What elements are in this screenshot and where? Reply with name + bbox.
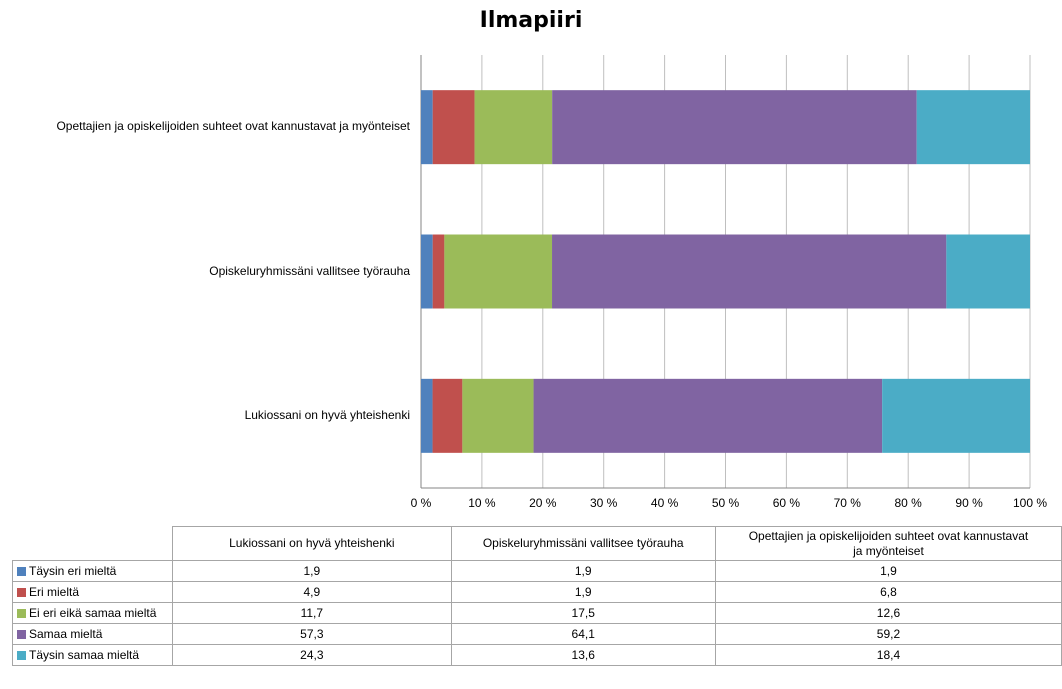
data-label: 12,6 — [714, 602, 1062, 624]
bar-segment — [552, 234, 947, 309]
x-tick-label: 100 % — [1012, 496, 1048, 510]
x-tick-label: 10 % — [468, 496, 496, 510]
data-table: Lukiossani on hyvä yhteishenki Opiskelur… — [11, 526, 1062, 666]
data-table-header: Opiskeluryhmissäni vallitsee työrauha — [450, 526, 716, 561]
bar-segment — [474, 90, 553, 165]
legend-entry: Samaa mieltä — [11, 623, 174, 645]
bar-segment — [421, 234, 433, 309]
legend-swatch-icon — [17, 651, 26, 660]
x-tick-label: 70 % — [833, 496, 861, 510]
x-tick-label: 60 % — [772, 496, 801, 510]
series-name: Samaa mieltä — [29, 627, 103, 641]
data-table-row: Eri mieltä 4,9 1,9 6,8 — [11, 581, 1062, 603]
x-tick-label: 90 % — [955, 496, 983, 510]
bar-segment — [552, 90, 917, 165]
category-label: Opiskeluryhmissäni vallitsee työrauha — [209, 263, 410, 278]
data-label: 24,3 — [172, 644, 452, 666]
bar-segment — [421, 378, 433, 453]
category-label: Opettajien ja opiskelijoiden suhteet ova… — [56, 119, 410, 134]
bar-segment — [533, 378, 883, 453]
legend-swatch-icon — [17, 630, 26, 639]
bar-segment — [432, 90, 475, 165]
x-tick-label: 0 % — [410, 496, 432, 510]
data-label: 59,2 — [714, 623, 1062, 645]
data-table-row: Ei eri eikä samaa mieltä 11,7 17,5 12,6 — [11, 602, 1062, 624]
data-label: 4,9 — [172, 581, 452, 603]
data-label: 6,8 — [714, 581, 1062, 603]
plot-area — [420, 55, 1031, 489]
data-label: 1,9 — [172, 560, 452, 582]
data-label: 11,7 — [172, 602, 452, 624]
series-name: Eri mieltä — [29, 585, 80, 599]
data-label: 18,4 — [714, 644, 1062, 666]
data-table-corner — [12, 526, 174, 561]
data-label: 1,9 — [714, 560, 1062, 582]
bar-segment — [916, 90, 1030, 165]
data-table-header: Lukiossani on hyvä yhteishenki — [172, 526, 452, 561]
data-label: 64,1 — [450, 623, 716, 645]
data-label: 17,5 — [450, 602, 716, 624]
legend-swatch-icon — [17, 588, 26, 597]
data-label: 13,6 — [450, 644, 716, 666]
bar-segment — [882, 378, 1030, 453]
series-name: Täysin eri mieltä — [29, 564, 117, 578]
data-label: 1,9 — [450, 581, 716, 603]
x-tick-label: 30 % — [590, 496, 618, 510]
x-tick-label: 20 % — [529, 496, 557, 510]
category-label: Lukiossani on hyvä yhteishenki — [244, 407, 410, 422]
legend-swatch-icon — [17, 609, 26, 618]
data-label: 1,9 — [450, 560, 716, 582]
data-table-row: Täysin samaa mieltä 24,3 13,6 18,4 — [11, 644, 1062, 666]
bar-segment — [432, 378, 463, 453]
legend-entry: Täysin samaa mieltä — [11, 644, 174, 666]
series-name: Ei eri eikä samaa mieltä — [29, 606, 157, 620]
chart-title: Ilmapiiri — [479, 8, 583, 33]
bar-segment — [946, 234, 1030, 309]
data-table-row: Samaa mieltä 57,3 64,1 59,2 — [11, 623, 1062, 645]
bar-segment — [421, 90, 433, 165]
x-tick-label: 80 % — [894, 496, 922, 510]
x-tick-label: 50 % — [711, 496, 740, 510]
data-table-header-row: Lukiossani on hyvä yhteishenki Opiskelur… — [12, 526, 1062, 561]
series-name: Täysin samaa mieltä — [29, 648, 140, 662]
bar-segment — [444, 234, 553, 309]
legend-entry: Täysin eri mieltä — [11, 560, 174, 582]
legend-entry: Ei eri eikä samaa mieltä — [11, 602, 174, 624]
data-table-row: Täysin eri mieltä 1,9 1,9 1,9 — [11, 560, 1062, 582]
bar-segment — [432, 234, 445, 309]
bar-segment — [462, 378, 534, 453]
data-label: 57,3 — [172, 623, 452, 645]
legend-entry: Eri mieltä — [11, 581, 174, 603]
legend-swatch-icon — [17, 567, 26, 576]
x-tick-label: 40 % — [650, 496, 679, 510]
data-table-header: Opettajien ja opiskelijoiden suhteet ova… — [714, 526, 1062, 561]
